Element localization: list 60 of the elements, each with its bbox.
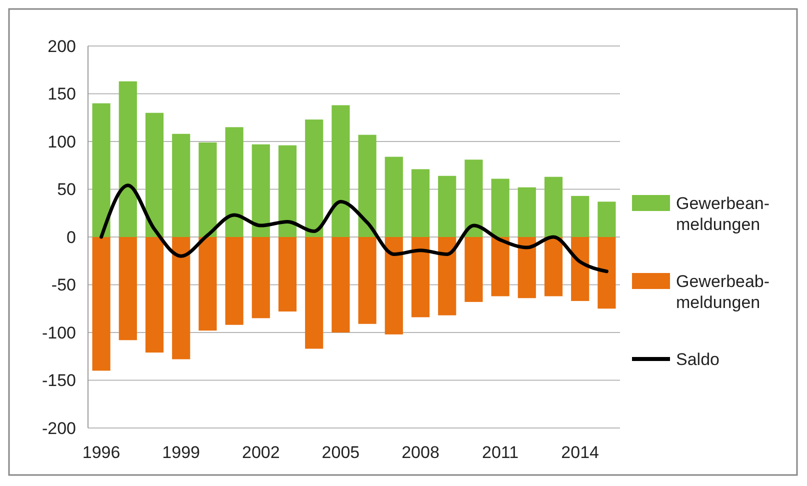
legend-label: Gewerbeab-meldungen	[676, 272, 770, 312]
bar	[464, 237, 483, 302]
bar	[198, 142, 217, 237]
bar	[172, 134, 190, 237]
bar	[145, 112, 164, 237]
x-tick-label: 2005	[322, 443, 360, 462]
bar	[172, 237, 190, 360]
bar	[464, 160, 483, 237]
bar	[92, 237, 110, 371]
bar	[118, 81, 137, 237]
y-tick-label: 0	[66, 228, 76, 247]
bar	[305, 120, 324, 237]
x-tick-label: 2014	[561, 443, 600, 462]
bar	[491, 178, 510, 237]
bar	[571, 237, 590, 301]
bar	[384, 237, 403, 334]
y-tick-label: -100	[42, 323, 76, 342]
y-tick-label: -200	[42, 418, 76, 438]
y-tick-label: 100	[48, 132, 76, 152]
bar	[438, 176, 456, 237]
legend-label: Saldo	[676, 350, 720, 369]
y-tick-label: -50	[51, 276, 76, 295]
bar	[332, 105, 350, 237]
bar	[358, 237, 376, 324]
bar	[384, 156, 403, 237]
line-series	[100, 184, 608, 274]
bar	[118, 237, 137, 340]
bar	[278, 237, 297, 312]
x-tick-label: 1996	[82, 443, 120, 462]
bar	[411, 237, 430, 318]
x-tick-label: 2002	[242, 443, 280, 462]
bar	[544, 176, 563, 237]
bar	[571, 196, 590, 237]
legend-label: Gewerbean-meldungen	[676, 194, 770, 234]
bar	[438, 237, 456, 316]
bar	[225, 237, 244, 325]
y-tick-label: 200	[48, 36, 76, 56]
bar	[92, 103, 110, 237]
bar	[518, 237, 536, 298]
bar	[598, 202, 616, 237]
bar	[332, 237, 350, 332]
y-tick-label: -150	[42, 371, 76, 390]
bar	[411, 169, 430, 237]
bar	[518, 187, 536, 237]
x-tick-label: 2011	[482, 443, 519, 462]
x-tick-label: 1999	[162, 443, 200, 462]
bar	[278, 145, 297, 237]
bar	[358, 134, 376, 237]
bar	[491, 237, 510, 296]
bar	[252, 237, 270, 318]
x-tick-label: 2008	[402, 443, 440, 462]
y-tick-label: 50	[57, 180, 76, 200]
bar	[198, 237, 217, 331]
y-tick-label: 150	[48, 84, 76, 104]
bar	[305, 237, 324, 349]
bar	[145, 237, 164, 353]
bar	[598, 237, 616, 309]
bar	[225, 127, 244, 237]
bar	[252, 144, 270, 237]
bar	[544, 237, 563, 296]
